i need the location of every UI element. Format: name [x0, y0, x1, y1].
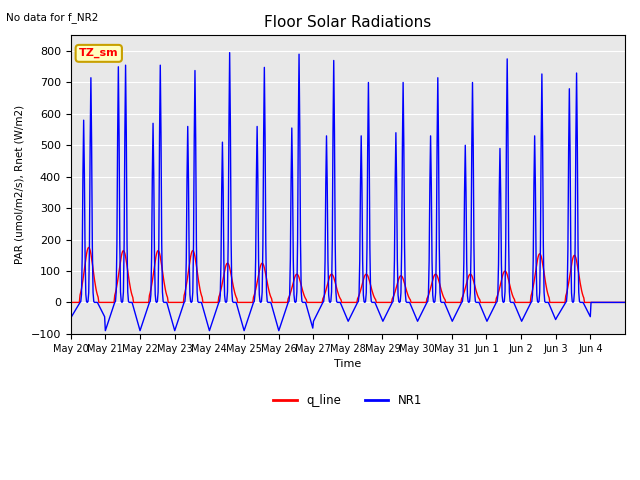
q_line: [283, 300, 291, 305]
q_line: [262, 272, 269, 277]
Title: Floor Solar Radiations: Floor Solar Radiations: [264, 15, 431, 30]
NR1: [262, 289, 270, 295]
q_line: [132, 300, 140, 305]
Line: NR1: NR1: [70, 53, 625, 331]
NR1: [621, 300, 629, 305]
Line: q_line: q_line: [70, 247, 625, 302]
q_line: [234, 300, 242, 305]
NR1: [236, 310, 243, 315]
NR1: [406, 301, 414, 307]
X-axis label: Time: Time: [334, 359, 362, 369]
q_line: [437, 285, 445, 291]
NR1: [132, 315, 140, 321]
q_line: [85, 244, 93, 250]
Legend: q_line, NR1: q_line, NR1: [269, 389, 427, 411]
q_line: [67, 300, 74, 305]
NR1: [67, 315, 74, 321]
q_line: [621, 300, 629, 305]
Text: No data for f_NR2: No data for f_NR2: [6, 12, 99, 23]
NR1: [226, 50, 234, 56]
q_line: [406, 296, 413, 301]
Text: TZ_sm: TZ_sm: [79, 48, 118, 59]
NR1: [438, 300, 445, 305]
NR1: [284, 302, 291, 308]
Y-axis label: PAR (umol/m2/s), Rnet (W/m2): PAR (umol/m2/s), Rnet (W/m2): [15, 105, 25, 264]
NR1: [102, 328, 109, 334]
